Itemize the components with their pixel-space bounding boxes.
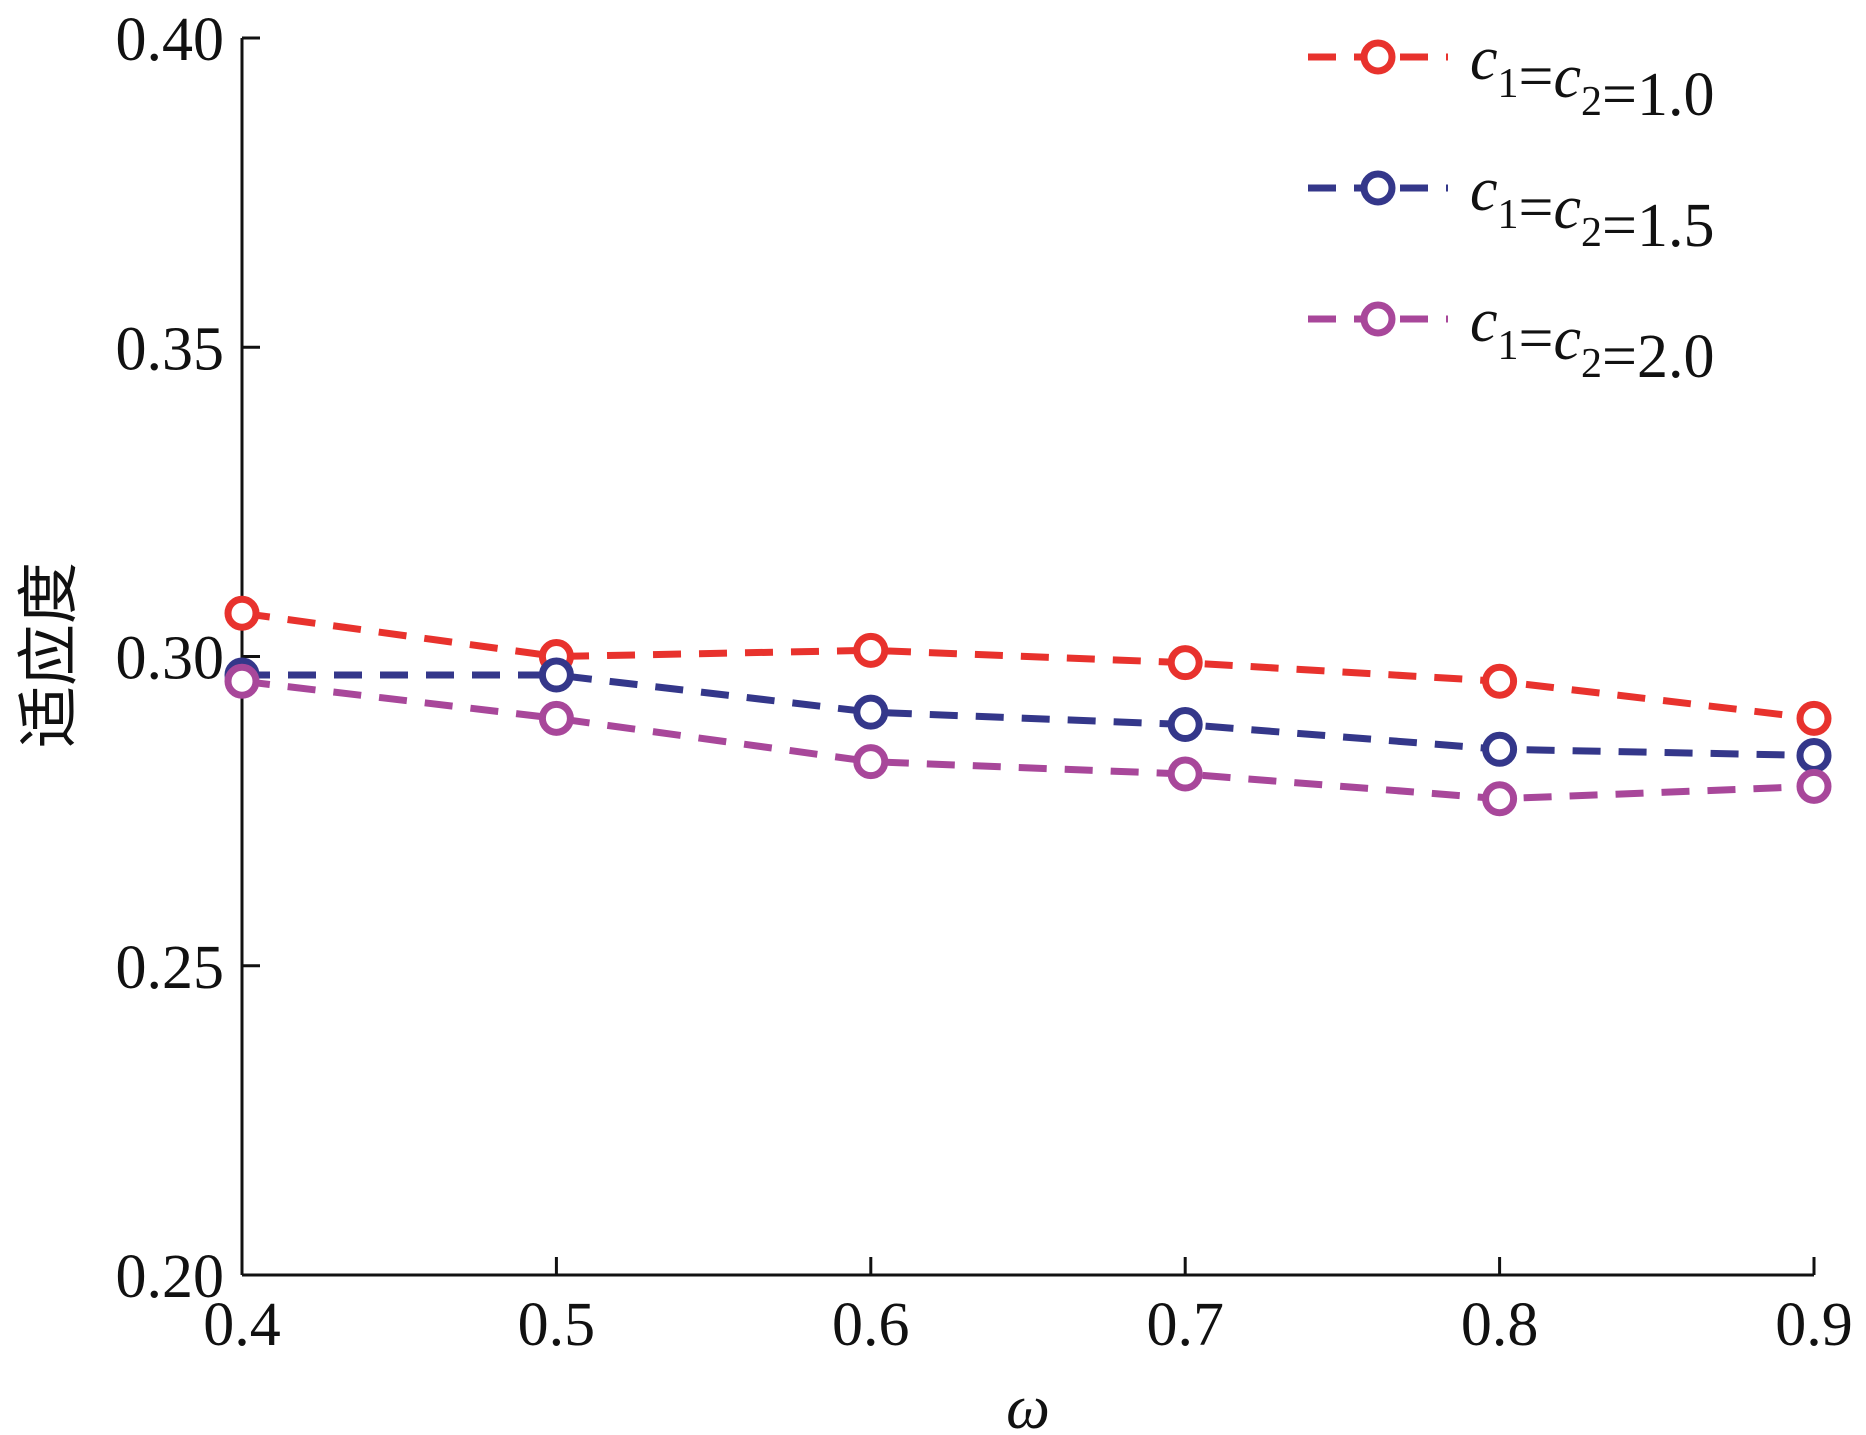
data-point [1167,707,1203,743]
legend-item: c1=c2=1.0 [1308,25,1715,129]
series-line [242,671,1815,759]
data-point [853,694,889,730]
data-point [1796,700,1832,736]
data-point [853,744,889,780]
legend-marker [1360,39,1396,75]
data-point [1482,663,1518,699]
x-tick-label: 0.7 [1146,1291,1224,1359]
legend: c1=c2=1.0 c1=c2=1.5 c1=c2=2.0 [1308,25,1715,391]
data-point [1167,645,1203,681]
legend-item: c1=c2=2.0 [1308,287,1715,391]
axes: 0.20 0.25 0.30 0.35 0.40 0.4 0.5 0.6 0.7 0.8 0.9 [116,6,1853,1359]
data-point [538,700,574,736]
y-tick-label: 0.25 [116,934,225,1002]
series-group [224,595,1832,817]
data-point [1796,768,1832,804]
y-axis-label: 适应度 [12,562,85,748]
data-point [538,657,574,693]
data-point [1796,737,1832,773]
y-tick-label: 0.30 [116,625,225,693]
x-tick-label: 0.5 [518,1291,596,1359]
series-line [241,677,1815,803]
legend-marker [1360,301,1396,337]
y-tick-label: 0.40 [116,6,225,74]
series-2 [224,657,1832,773]
legend-marker [1360,170,1396,206]
x-tick-label: 0.4 [203,1291,281,1359]
x-tick-label: 0.9 [1775,1291,1853,1359]
x-tick-label: 0.6 [832,1291,910,1359]
data-point [1167,756,1203,792]
x-axis-label: ω [1006,1374,1050,1435]
data-point [853,632,889,668]
legend-item: c1=c2=1.5 [1308,156,1715,260]
data-point [1482,731,1518,767]
legend-label: c1=c2=1.0 [1470,25,1715,129]
legend-label: c1=c2=1.5 [1470,156,1715,260]
y-tick-label: 0.35 [116,315,225,383]
series-3 [224,663,1832,817]
legend-label: c1=c2=2.0 [1470,287,1715,391]
series-1 [224,595,1832,736]
x-tick-label: 0.8 [1461,1291,1539,1359]
data-point [224,663,260,699]
data-point [1482,781,1518,817]
series-line [241,609,1815,722]
data-point [224,595,260,631]
y-tick-label: 0.20 [116,1243,225,1311]
